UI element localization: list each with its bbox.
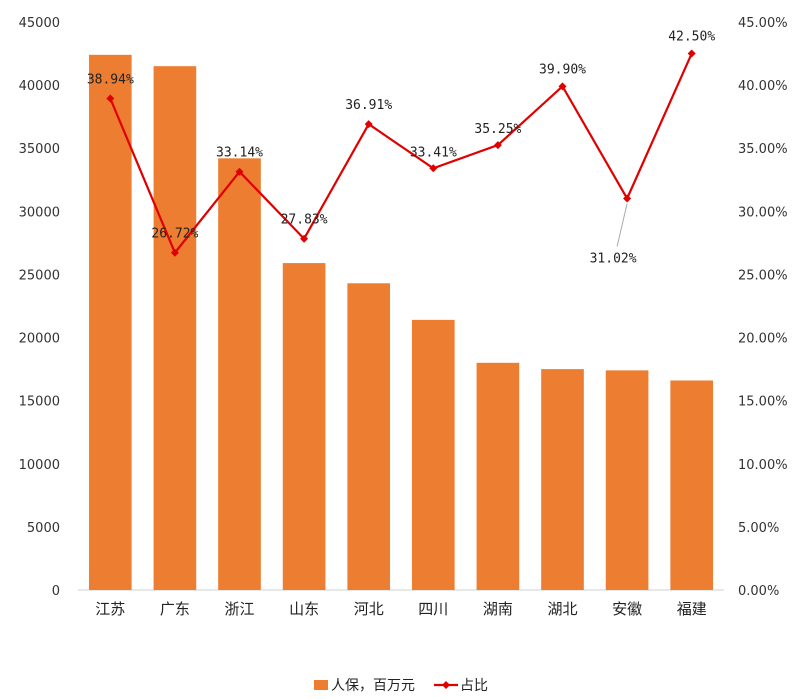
ratio-data-label: 31.02% bbox=[590, 251, 637, 266]
category-label: 河北 bbox=[354, 600, 384, 618]
legend-label-bar: 人保，百万元 bbox=[331, 678, 415, 694]
category-label: 湖北 bbox=[547, 600, 577, 618]
bar bbox=[605, 370, 649, 590]
bar bbox=[88, 54, 132, 591]
line-marker bbox=[429, 164, 438, 173]
left-tick-label: 45000 bbox=[19, 16, 60, 31]
left-tick-label: 20000 bbox=[19, 332, 60, 347]
left-tick-label: 5000 bbox=[27, 521, 60, 536]
right-tick-label: 0.00% bbox=[738, 584, 779, 599]
ratio-data-label: 42.50% bbox=[668, 30, 715, 45]
legend-marker-line bbox=[442, 681, 450, 689]
category-label: 安徽 bbox=[612, 600, 642, 618]
bar bbox=[218, 158, 261, 590]
category-label: 湖南 bbox=[483, 600, 513, 618]
right-tick-label: 25.00% bbox=[738, 268, 788, 283]
ratio-data-label: 36.91% bbox=[345, 98, 392, 113]
ratio-data-label: 33.41% bbox=[410, 145, 457, 160]
right-axis-ticks: 0.00% 5.00% 10.00% 15.00% 20.00% 25.00% 30.00%… bbox=[738, 16, 788, 599]
bar bbox=[411, 319, 455, 590]
left-axis-ticks: 0 5000 10000 15000 20000 25000 30000 35000 40000… bbox=[19, 16, 60, 599]
bar bbox=[282, 263, 326, 590]
category-label: 福建 bbox=[677, 600, 707, 618]
ratio-data-label: 27.83% bbox=[281, 213, 328, 228]
leader-line bbox=[616, 203, 628, 247]
ratio-data-label: 35.25% bbox=[474, 122, 521, 137]
line-marker bbox=[235, 167, 244, 176]
left-tick-label: 35000 bbox=[19, 142, 60, 157]
category-label: 浙江 bbox=[224, 600, 254, 618]
category-label: 山东 bbox=[289, 600, 319, 618]
legend: 人保，百万元 占比 bbox=[314, 678, 488, 694]
bar bbox=[347, 283, 391, 590]
ratio-markers bbox=[106, 49, 696, 257]
line-marker bbox=[106, 94, 115, 103]
line-marker bbox=[300, 234, 309, 243]
right-tick-label: 35.00% bbox=[738, 142, 788, 157]
line-marker bbox=[364, 120, 373, 129]
left-tick-label: 30000 bbox=[19, 205, 60, 220]
category-labels: 江苏 广东 浙江 山东 河北 四川 湖南 湖北 安徽 福建 bbox=[95, 600, 706, 618]
bar bbox=[670, 380, 714, 590]
category-label: 江苏 bbox=[95, 600, 125, 618]
line-marker bbox=[623, 194, 632, 203]
bar bbox=[476, 362, 520, 590]
legend-label-line: 占比 bbox=[460, 678, 488, 694]
bar bbox=[541, 369, 584, 590]
line-marker bbox=[687, 49, 696, 58]
right-tick-label: 40.00% bbox=[738, 79, 788, 94]
label-leader-lines bbox=[616, 203, 628, 247]
ratio-data-labels: 38.94% 26.72% 33.14% 27.83% 36.91% 33.41% 35.2… bbox=[87, 30, 716, 267]
right-tick-label: 15.00% bbox=[738, 395, 788, 410]
ratio-data-label: 38.94% bbox=[87, 72, 134, 87]
category-label: 四川 bbox=[418, 600, 448, 618]
ratio-line bbox=[109, 53, 693, 255]
bar bbox=[153, 66, 197, 590]
line-marker bbox=[170, 248, 179, 257]
ratio-data-label: 33.14% bbox=[216, 146, 263, 161]
line-marker bbox=[558, 82, 567, 91]
legend-swatch-bar bbox=[314, 680, 328, 690]
left-tick-label: 10000 bbox=[19, 458, 60, 473]
right-tick-label: 5.00% bbox=[738, 521, 779, 536]
line-marker bbox=[493, 141, 502, 150]
ratio-data-label: 26.72% bbox=[151, 227, 198, 242]
right-tick-label: 10.00% bbox=[738, 458, 788, 473]
left-tick-label: 25000 bbox=[19, 268, 60, 283]
right-tick-label: 20.00% bbox=[738, 332, 788, 347]
left-tick-label: 40000 bbox=[19, 79, 60, 94]
right-tick-label: 45.00% bbox=[738, 16, 788, 31]
ratio-data-label: 39.90% bbox=[539, 62, 586, 77]
left-tick-label: 0 bbox=[52, 584, 60, 599]
left-tick-label: 15000 bbox=[19, 395, 60, 410]
category-label: 广东 bbox=[160, 600, 190, 618]
bar-series bbox=[88, 54, 714, 591]
right-tick-label: 30.00% bbox=[738, 205, 788, 220]
